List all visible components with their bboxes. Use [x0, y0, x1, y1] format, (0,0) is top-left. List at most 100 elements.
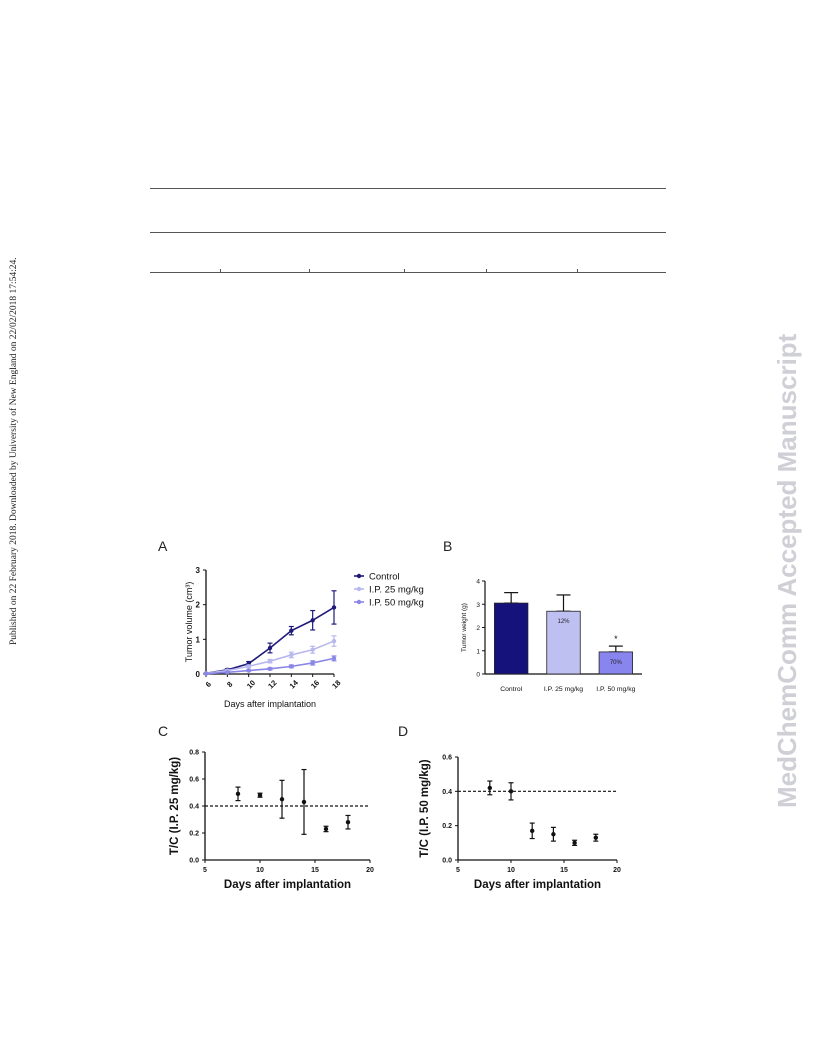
data-point	[530, 828, 535, 834]
category-label: I.P. 50 mg/kg	[596, 686, 635, 693]
y-tick-label: 0	[196, 670, 201, 679]
table-column-mark	[404, 269, 405, 272]
y-tick-label: 0.2	[442, 823, 452, 830]
panel-label-a: A	[158, 538, 168, 554]
legend-entry: Control	[369, 572, 400, 583]
category-label: I.P. 25 mg/kg	[544, 686, 583, 693]
journal-watermark: MedChemComm Accepted Manuscript	[772, 333, 802, 808]
x-tick-label: 10	[245, 678, 257, 690]
data-point	[593, 835, 598, 840]
bar-label: 70%	[610, 660, 623, 666]
data-point	[323, 826, 329, 832]
y-axis-label: Tumor volume (cm³)	[184, 582, 194, 663]
legend-marker	[356, 573, 362, 579]
y-tick-label: 3	[196, 566, 201, 575]
y-tick-label: 2	[196, 601, 201, 610]
table-column-mark	[220, 269, 221, 272]
y-tick-label: 0	[476, 672, 480, 679]
x-tick-label: 15	[311, 867, 319, 874]
data-point	[225, 670, 230, 675]
data-point	[551, 832, 556, 837]
data-point	[257, 793, 263, 798]
x-axis-label: Days after implantation	[224, 699, 316, 709]
y-tick-label: 0.4	[189, 804, 199, 811]
bar	[598, 651, 633, 675]
data-point	[267, 645, 273, 651]
x-axis-label: Days after implantation	[224, 879, 351, 891]
legend-entry: I.P. 50 mg/kg	[369, 598, 424, 609]
x-tick-label: 15	[560, 867, 568, 874]
data-point	[508, 789, 514, 794]
panel-label-d: D	[398, 723, 408, 739]
data-point	[279, 797, 285, 802]
x-tick-label: 20	[366, 867, 374, 874]
data-point	[203, 671, 209, 676]
x-tick-label: 6	[204, 680, 213, 689]
y-tick-label: 0.6	[189, 777, 199, 784]
data-point	[267, 666, 273, 671]
x-tick-label: 20	[613, 867, 621, 874]
table-top-rule	[150, 188, 666, 189]
y-axis-label: Tumor weight (g)	[461, 603, 468, 652]
data-point	[310, 618, 315, 623]
data-point	[310, 647, 315, 652]
data-point	[246, 664, 251, 669]
panel-c-scatter-chart: C 0.0 0.2 0.4 0.6 0.8 5 10 15 20 Days after impla…	[158, 723, 374, 891]
y-tick-label: 2	[476, 625, 480, 632]
y-tick-label: 0.2	[189, 831, 199, 838]
y-tick-label: 1	[196, 635, 201, 644]
y-axis-label: T/C (I.P. 25 mg/kg)	[169, 757, 181, 855]
data-point	[267, 658, 273, 664]
y-tick-label: 0.8	[189, 750, 199, 757]
data-point	[289, 628, 294, 633]
y-axis-label: T/C (I.P. 50 mg/kg)	[419, 759, 431, 857]
y-tick-label: 0.6	[442, 755, 452, 762]
x-tick-label: 18	[330, 678, 342, 690]
table-column-mark	[309, 269, 310, 272]
legend-marker	[356, 599, 362, 605]
data-point	[331, 605, 337, 610]
x-tick-label: 10	[256, 867, 264, 874]
x-tick-label: 10	[507, 867, 515, 874]
significance-marker: *	[614, 634, 618, 644]
bar	[494, 602, 529, 675]
legend-entry: I.P. 25 mg/kg	[369, 585, 424, 596]
data-point	[289, 664, 294, 669]
table-bottom-rule	[150, 272, 666, 273]
publication-notice: Published on 22 February 2018. Downloade…	[9, 257, 19, 645]
data-point	[289, 652, 294, 658]
panel-label-c: C	[158, 723, 168, 739]
y-tick-label: 0.4	[442, 789, 452, 796]
category-label: Control	[500, 686, 522, 693]
x-tick-label: 12	[266, 678, 278, 690]
x-tick-label: 5	[456, 867, 460, 874]
panel-label-b: B	[443, 538, 452, 554]
data-point	[235, 791, 241, 797]
data-point	[345, 820, 351, 825]
data-point	[572, 840, 577, 846]
y-tick-label: 4	[476, 579, 480, 586]
y-tick-label: 0.0	[189, 858, 199, 865]
x-tick-label: 5	[203, 867, 207, 874]
panel-d-scatter-chart: D 0.0 0.2 0.4 0.6 5 10 15 20 Days after implanta…	[398, 723, 621, 891]
table-column-mark	[486, 269, 487, 272]
x-tick-label: 8	[225, 680, 234, 689]
panel-b-bar-chart: B 0 1 2 3 4 Tumor weight (g) Control I.P. 25 mg…	[443, 538, 642, 693]
data-point	[487, 785, 492, 791]
bar	[546, 610, 581, 675]
x-tick-label: 16	[309, 678, 321, 690]
y-tick-label: 3	[476, 602, 480, 609]
data-point	[301, 799, 307, 805]
table-column-mark	[577, 269, 578, 272]
data-point	[246, 668, 251, 673]
legend-marker	[356, 586, 362, 592]
y-tick-label: 1	[476, 648, 480, 655]
x-axis-label: Days after implantation	[474, 879, 601, 891]
data-point	[331, 638, 337, 644]
table-mid-rule	[150, 232, 666, 233]
bar-label: 12%	[557, 619, 570, 625]
x-tick-label: 14	[288, 678, 301, 691]
data-point	[310, 660, 315, 666]
y-tick-label: 0.0	[442, 858, 452, 865]
